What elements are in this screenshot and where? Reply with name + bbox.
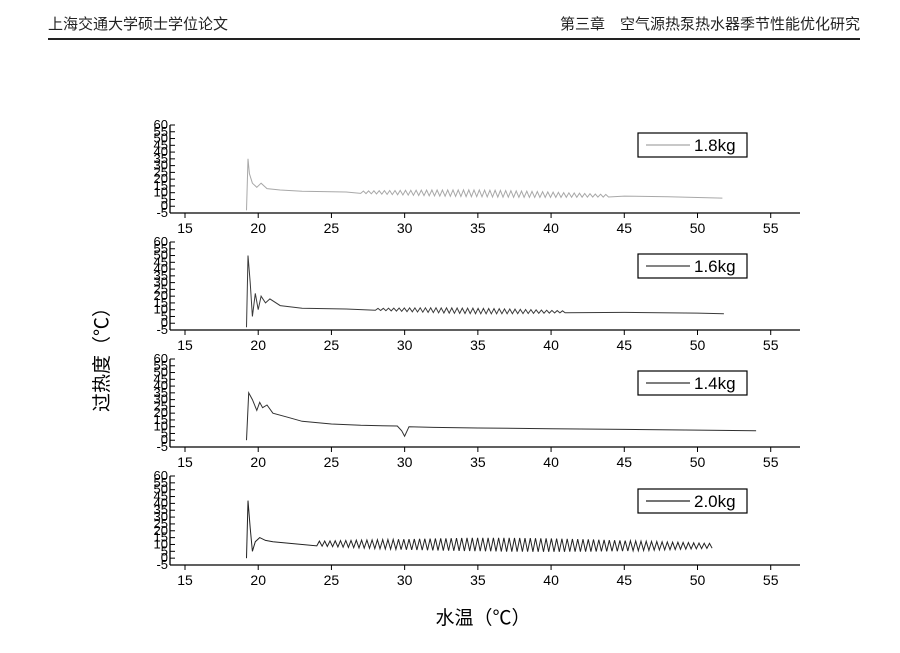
x-tick-label: 50 xyxy=(690,572,706,588)
x-tick-label: 55 xyxy=(763,572,779,588)
x-tick-label: 20 xyxy=(250,337,266,353)
x-tick-label: 55 xyxy=(763,337,779,353)
x-tick-label: 25 xyxy=(324,572,340,588)
chart-panel-4: 15 20 25 30 35 40 45 50 55-505101520253035404550… xyxy=(154,468,800,588)
y-tick-label: 60 xyxy=(154,234,168,249)
legend-label: 1.4kg xyxy=(694,374,736,393)
x-tick-label: 20 xyxy=(250,572,266,588)
legend-label: 2.0kg xyxy=(694,492,736,511)
x-tick-label: 30 xyxy=(397,454,413,470)
x-tick-label: 25 xyxy=(324,337,340,353)
x-tick-label: 40 xyxy=(543,337,559,353)
x-tick-label: 45 xyxy=(616,220,632,236)
y-tick-label: 60 xyxy=(154,117,168,132)
legend-label: 1.6kg xyxy=(694,257,736,276)
x-tick-label: 15 xyxy=(177,337,193,353)
y-tick-label: 60 xyxy=(154,351,168,366)
x-tick-label: 30 xyxy=(397,337,413,353)
x-tick-label: 50 xyxy=(690,454,706,470)
x-tick-label: 45 xyxy=(616,337,632,353)
chart-panel-1: 15 20 25 30 35 40 45 50 55-505101520253035404550… xyxy=(154,117,800,236)
x-tick-label: 30 xyxy=(397,572,413,588)
x-tick-label: 55 xyxy=(763,454,779,470)
x-tick-label: 20 xyxy=(250,220,266,236)
x-tick-label: 50 xyxy=(690,220,706,236)
x-tick-label: 20 xyxy=(250,454,266,470)
y-tick-label: 60 xyxy=(154,468,168,483)
x-tick-label: 30 xyxy=(397,220,413,236)
x-tick-label: 25 xyxy=(324,220,340,236)
x-tick-label: 40 xyxy=(543,454,559,470)
x-tick-label: 35 xyxy=(470,454,486,470)
x-tick-label: 50 xyxy=(690,337,706,353)
legend-label: 1.8kg xyxy=(694,136,736,155)
series-line-1.8kg xyxy=(247,159,723,211)
chart-panel-2: 15 20 25 30 35 40 45 50 55-505101520253035404550… xyxy=(154,234,800,353)
x-tick-label: 15 xyxy=(177,572,193,588)
x-axis-label: 水温（℃） xyxy=(435,607,530,629)
x-tick-label: 40 xyxy=(543,572,559,588)
x-tick-label: 40 xyxy=(543,220,559,236)
x-tick-label: 45 xyxy=(616,572,632,588)
x-tick-label: 35 xyxy=(470,572,486,588)
y-axis-label: 过热度（℃） xyxy=(91,298,113,412)
x-tick-label: 15 xyxy=(177,220,193,236)
x-tick-label: 55 xyxy=(763,220,779,236)
x-tick-label: 25 xyxy=(324,454,340,470)
chart-panel-3: 15 20 25 30 35 40 45 50 55-505101520253035404550… xyxy=(154,351,800,470)
series-line-1.4kg xyxy=(247,393,757,440)
x-tick-label: 45 xyxy=(616,454,632,470)
x-tick-label: 35 xyxy=(470,337,486,353)
x-tick-label: 35 xyxy=(470,220,486,236)
x-tick-label: 15 xyxy=(177,454,193,470)
